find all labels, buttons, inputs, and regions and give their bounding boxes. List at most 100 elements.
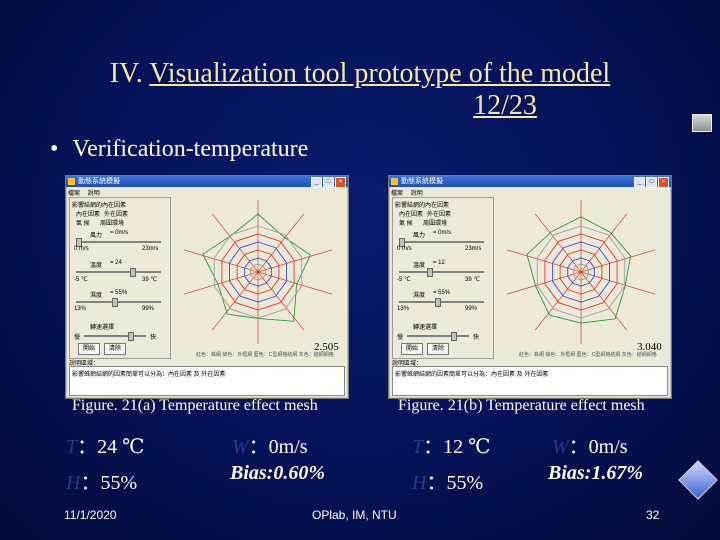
menu-bar: 檔案 說明 [391,188,429,197]
radial-thread [257,271,305,331]
color-legend: 紅色：蛛網 綠色：外框網 藍色：C型網格結網 灰色：結網網格 [196,352,334,358]
wind-slider[interactable] [76,241,161,243]
temp-value: = 24 [110,260,122,266]
temp-slider-knob[interactable] [130,268,136,277]
speed-slider[interactable] [84,335,146,337]
temp-symbol-icon: T [412,436,424,458]
description-box: 影響蛛網結網的因素簡單可以分為：內在因素 及 外在因素 [392,366,668,396]
param-wind-b: W：0m/s [552,436,628,458]
radial-thread [506,249,582,273]
humidity-label: 濕度 [90,293,103,299]
spiral-ring [552,241,610,303]
wind-value: = 0m/s [110,230,129,236]
humidity-label: 濕度 [413,293,426,299]
color-legend: 紅色：蛛網 綠色：外框網 藍色：C型網格結網 灰色：結網網格 [519,352,657,358]
radial-thread [183,271,259,295]
radial-thread [211,271,259,331]
menu-help[interactable]: 說明 [87,191,100,197]
humidity-value: = 55% [433,290,451,296]
subtab-environment[interactable]: 周圍環境 [100,221,125,227]
spiral-ring [567,257,595,287]
humidity-symbol-icon: H [66,472,81,494]
minimize-icon[interactable]: _ [634,177,645,188]
menu-help[interactable]: 說明 [410,191,423,197]
wind-symbol-icon: W [232,436,249,458]
caption-a: Figure. 21(a) Temperature effect mesh [72,397,318,414]
bias-b: Bias:1.67% [548,462,643,484]
wind-slider[interactable] [399,241,484,243]
clear-button[interactable]: 清除 [104,343,126,355]
spiral-ring [559,249,603,295]
humidity-slider[interactable] [399,301,484,303]
minimize-icon[interactable]: _ [311,177,322,188]
start-button[interactable]: 開始 [78,343,100,355]
clear-button[interactable]: 清除 [427,343,449,355]
param-temp-b: T：12 ℃ [412,436,491,458]
wind-symbol-icon: W [552,436,569,458]
radial-thread [534,213,582,273]
spiral-ring [236,249,280,295]
temp-slider-knob[interactable] [427,268,433,277]
slide-title: IV. Visualization tool prototype of the … [0,58,720,122]
control-panel: 影響結網的內在因素 內在因素 外在因素 氣 候 周圍環境 風力 = 0m/s 0… [69,197,171,359]
tab-external[interactable]: 外在因素 [104,212,129,218]
bias-a: Bias:0.60% [230,462,325,484]
temp-slider[interactable] [399,271,484,273]
temp-label: 溫度 [413,263,426,269]
subtab-climate[interactable]: 氣 候 [76,221,90,227]
maximize-icon[interactable]: □ [323,177,334,188]
spiral-ring [244,257,272,287]
close-icon[interactable]: × [658,177,669,188]
menu-file[interactable]: 檔案 [391,191,404,197]
subtab-environment[interactable]: 周圍環境 [423,221,448,227]
footer-org: OPlab, IM, NTU [312,508,397,522]
tab-internal[interactable]: 內在因素 [76,212,101,218]
tab-internal[interactable]: 內在因素 [399,212,424,218]
humidity-slider-knob[interactable] [112,298,118,307]
diamond-nav-icon[interactable] [678,460,718,500]
radial-thread [580,271,656,295]
start-button[interactable]: 開始 [401,343,423,355]
web-mesh-canvas [183,200,333,344]
radial-thread [534,271,582,331]
simulator-window-a: 動態系統模擬 _ □ × 檔案 說明 影響結網的內在因素 內在因素 外在因素 氣… [65,175,349,399]
param-temp-a: T：24 ℃ [66,436,145,458]
speed-slider-knob[interactable] [128,332,134,341]
nav-button[interactable] [692,114,712,132]
radial-thread [183,249,259,273]
humidity-value: = 55% [110,290,128,296]
app-icon [68,178,75,185]
group-label: 影響結網的內在因素 [395,203,450,209]
bullet-dot-icon: • [50,136,59,162]
radial-thread [506,271,582,295]
maximize-icon[interactable]: □ [646,177,657,188]
wind-label: 風力 [413,233,426,239]
window-titlebar[interactable]: 動態系統模擬 _ □ × [66,176,348,188]
spiral-ring [536,225,626,319]
speed-label: 轉速選擇 [90,325,115,331]
title-number: 12/23 [473,90,537,121]
radial-thread [257,213,305,273]
menu-bar: 檔案 說明 [68,188,106,197]
temp-slider[interactable] [76,271,161,273]
group-label: 影響結網的內在因素 [72,203,127,209]
wind-slider-knob[interactable] [399,238,405,247]
control-panel: 影響結網的內在因素 內在因素 外在因素 氣 候 周圍環境 風力 = 0m/s 0… [392,197,494,359]
description-label: 說明區域： [392,361,423,367]
wind-slider-knob[interactable] [76,238,82,247]
humidity-slider-knob[interactable] [435,298,441,307]
humidity-slider[interactable] [76,301,161,303]
title-prefix: IV. [109,58,150,89]
speed-slider-knob[interactable] [451,332,457,341]
footer-date: 11/1/2020 [64,508,117,522]
close-icon[interactable]: × [335,177,346,188]
window-titlebar[interactable]: 動態系統模擬 _ □ × [389,176,671,188]
param-wind-a: W：0m/s [232,436,308,458]
radial-thread [257,249,333,273]
bullet-text: Verification-temperature [72,136,309,162]
subtab-climate[interactable]: 氣 候 [399,221,413,227]
menu-file[interactable]: 檔案 [68,191,81,197]
temp-value: = 12 [433,260,445,266]
tab-external[interactable]: 外在因素 [427,212,452,218]
speed-slider[interactable] [407,335,469,337]
